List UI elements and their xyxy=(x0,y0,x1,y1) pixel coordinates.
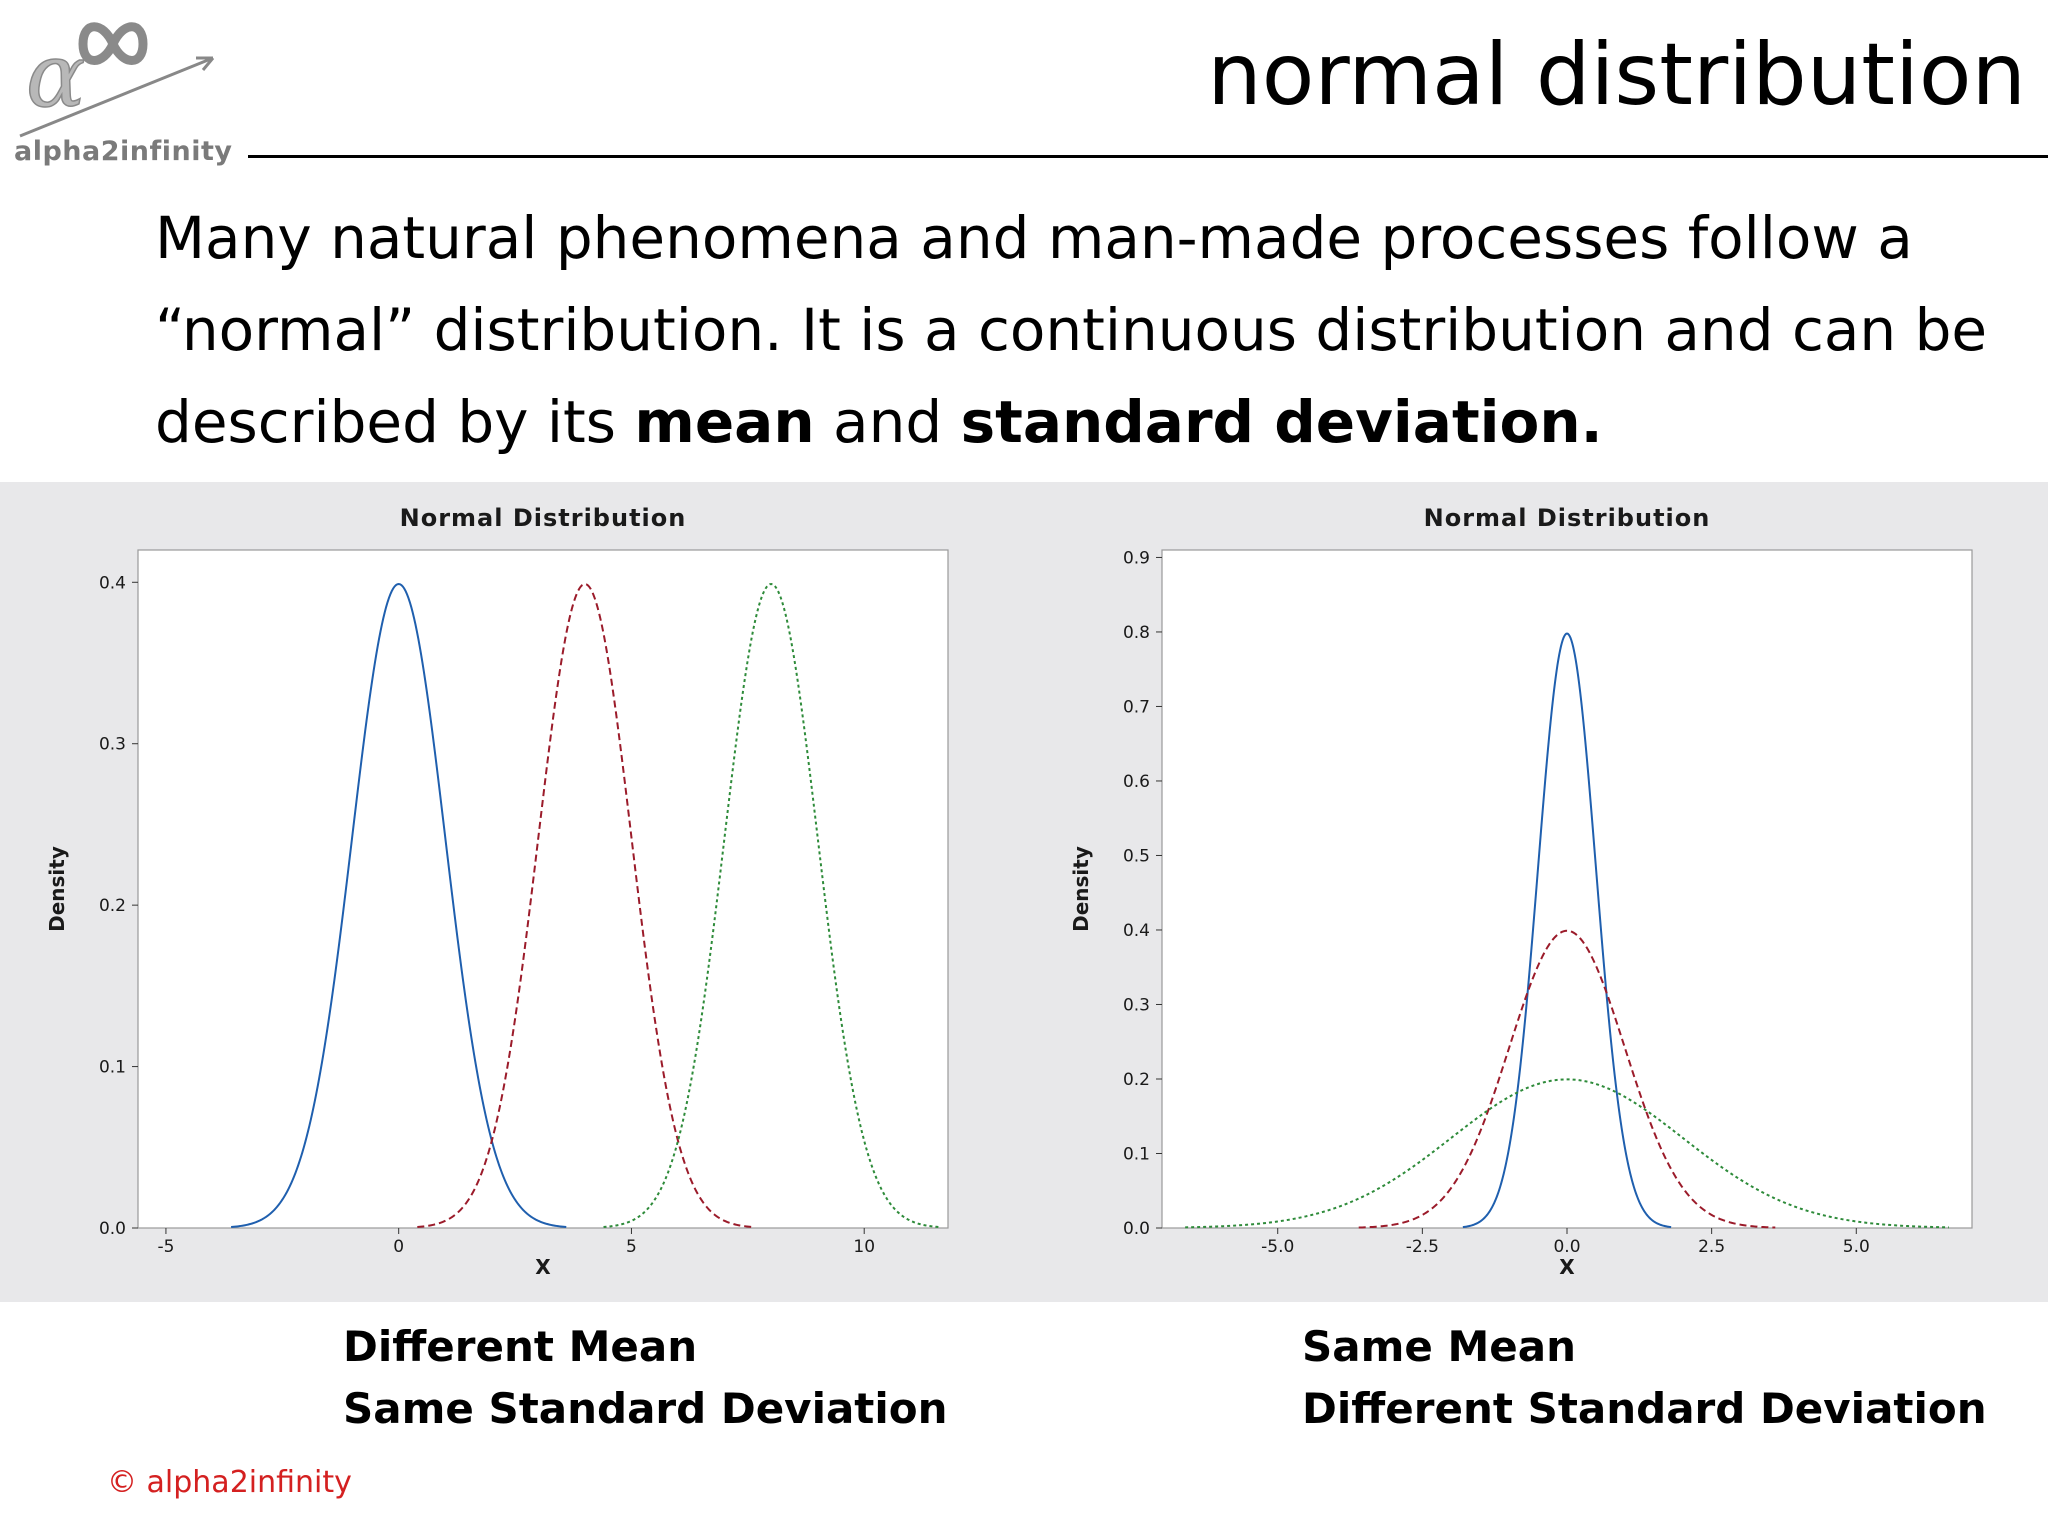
y-tick-label: 0.1 xyxy=(99,1058,126,1078)
series-line-1 xyxy=(231,582,567,1229)
intro-bold-sd: standard deviation. xyxy=(960,388,1603,456)
alpha2infinity-logo: α xyxy=(19,22,215,138)
caption-left: Different Mean Same Standard Deviation xyxy=(343,1316,948,1440)
caption-right: Same Mean Different Standard Deviation xyxy=(1302,1316,1987,1440)
series-line-2 xyxy=(1358,929,1776,1229)
series-line-1 xyxy=(1462,632,1672,1229)
chart-different-mean: Normal Distribution 0.0 0.1 0.2 0.3 0.4 -5 0 5 10… xyxy=(45,504,949,1279)
chart-panel: Normal Distribution 0.0 0.1 0.2 0.3 0.4 -5 0 5 10… xyxy=(0,482,2048,1302)
logo-wordmark: alpha2infinity xyxy=(14,136,233,167)
y-tick-label: 0.6 xyxy=(1123,772,1150,792)
y-axis-label: Density xyxy=(45,846,69,932)
y-tick-label: 0.7 xyxy=(1123,697,1150,717)
y-tick-label: 0.0 xyxy=(1123,1219,1150,1239)
chart-title: Normal Distribution xyxy=(400,504,687,532)
x-tick-label: 10 xyxy=(853,1237,875,1257)
x-axis-label: X xyxy=(535,1255,551,1279)
y-tick-label: 0.2 xyxy=(99,896,126,916)
page-title: normal distribution xyxy=(1207,25,2026,125)
x-tick-label: -5.0 xyxy=(1261,1237,1294,1257)
y-tick-label: 0.3 xyxy=(1123,995,1150,1015)
y-tick-label: 0.3 xyxy=(99,735,126,755)
plot-area xyxy=(1161,549,1973,1229)
series-line-2 xyxy=(417,582,753,1229)
caption-right-line1: Same Mean xyxy=(1302,1322,1576,1371)
series-line-3 xyxy=(1185,1078,1949,1229)
y-axis-label: Density xyxy=(1069,846,1093,932)
caption-right-line2: Different Standard Deviation xyxy=(1302,1384,1987,1433)
intro-bold-mean: mean xyxy=(634,388,815,456)
x-tick-label: 5.0 xyxy=(1843,1237,1870,1257)
plot-area xyxy=(137,549,949,1229)
caption-left-line2: Same Standard Deviation xyxy=(343,1384,948,1433)
intro-text-2: and xyxy=(814,388,961,456)
y-tick-label: 0.4 xyxy=(1123,921,1150,941)
y-tick-label: 0.2 xyxy=(1123,1070,1150,1090)
x-tick-label: 0.0 xyxy=(1553,1237,1580,1257)
intro-paragraph: Many natural phenomena and man-made proc… xyxy=(155,192,2015,468)
copyright-notice: © alpha2infinity xyxy=(107,1465,352,1500)
x-tick-label: 5 xyxy=(626,1237,637,1257)
series-line-3 xyxy=(603,582,939,1229)
x-tick-label: 0 xyxy=(393,1237,404,1257)
y-tick-label: 0.1 xyxy=(1123,1144,1150,1164)
x-tick-label: -2.5 xyxy=(1406,1237,1439,1257)
intro-text-1: Many natural phenomena and man-made proc… xyxy=(155,204,1988,456)
chart-same-mean: Normal Distribution 0.0 0.1 0.2 0.3 0.4 0.5 0.6… xyxy=(1069,504,1973,1279)
x-axis-label: X xyxy=(1559,1255,1575,1279)
y-tick-label: 0.8 xyxy=(1123,623,1150,643)
svg-text:α: α xyxy=(26,24,85,127)
y-tick-label: 0.4 xyxy=(99,573,126,593)
y-tick-label: 0.5 xyxy=(1123,846,1150,866)
x-tick-label: 2.5 xyxy=(1698,1237,1725,1257)
title-divider xyxy=(248,155,2048,158)
y-tick-label: 0.9 xyxy=(1123,548,1150,568)
y-tick-label: 0.0 xyxy=(99,1219,126,1239)
chart-title: Normal Distribution xyxy=(1424,504,1711,532)
caption-left-line1: Different Mean xyxy=(343,1322,698,1371)
x-tick-label: -5 xyxy=(157,1237,174,1257)
